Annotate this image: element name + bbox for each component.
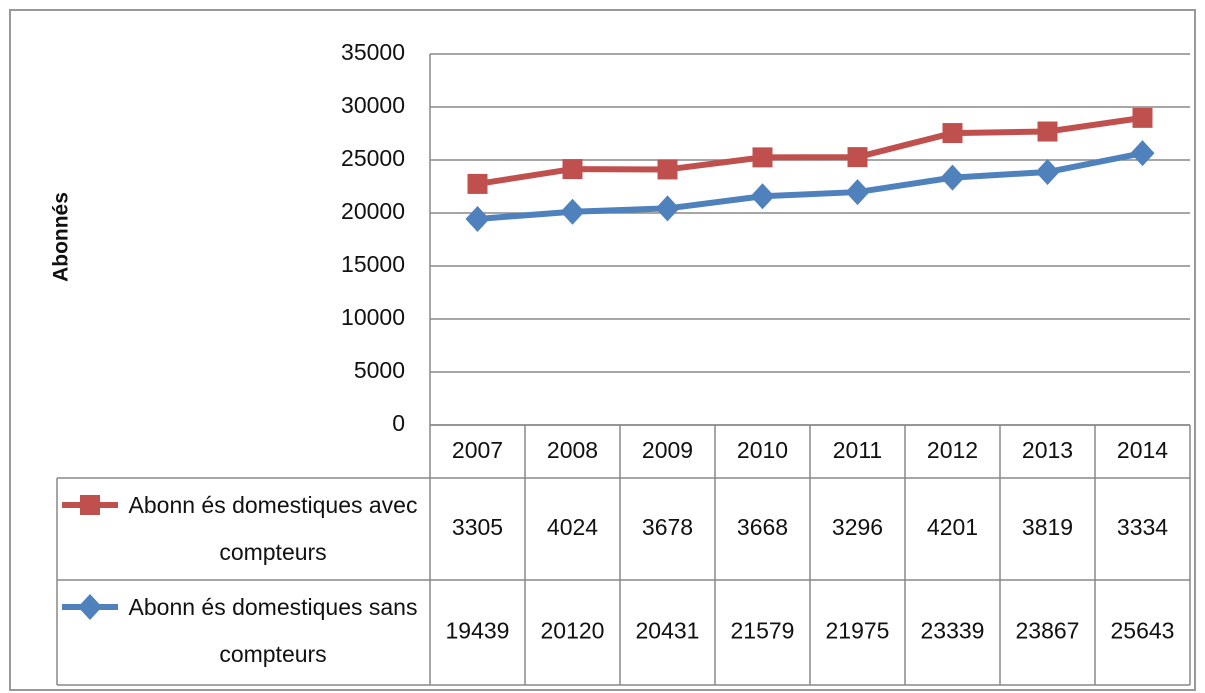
x-tick-label: 2012 xyxy=(927,437,978,463)
x-tick-label: 2013 xyxy=(1022,437,1073,463)
marker xyxy=(1132,107,1153,128)
marker xyxy=(78,594,102,620)
legend-label: Abonn és domestiques sans compteurs xyxy=(128,594,418,667)
x-tick-label: 2010 xyxy=(737,437,788,463)
y-tick-label: 35000 xyxy=(341,39,405,65)
marker xyxy=(940,164,965,191)
table-value: 3678 xyxy=(642,514,693,540)
x-tick-label: 2014 xyxy=(1117,437,1168,463)
marker xyxy=(467,173,488,194)
marker xyxy=(1130,140,1155,167)
y-tick-label: 15000 xyxy=(341,251,405,277)
y-tick-label: 0 xyxy=(392,410,405,436)
marker xyxy=(560,198,585,225)
marker xyxy=(655,195,680,222)
marker xyxy=(752,147,773,168)
table-value: 23867 xyxy=(1016,618,1080,644)
y-tick-label: 10000 xyxy=(341,304,405,330)
y-tick-label: 25000 xyxy=(341,145,405,171)
marker xyxy=(465,205,490,232)
table-value: 4024 xyxy=(547,514,598,540)
x-tick-label: 2011 xyxy=(833,437,882,463)
table-value: 20431 xyxy=(636,618,700,644)
marker xyxy=(657,159,678,180)
marker xyxy=(80,495,100,515)
table-value: 25643 xyxy=(1111,618,1175,644)
marker xyxy=(750,183,775,210)
table-value: 3334 xyxy=(1117,514,1168,540)
series-line xyxy=(477,150,1144,222)
series-line xyxy=(477,114,1143,187)
marker xyxy=(845,179,870,206)
table-value: 3305 xyxy=(452,514,503,540)
marker xyxy=(1037,121,1058,142)
table-value: 4201 xyxy=(927,514,978,540)
table-value: 3819 xyxy=(1022,514,1073,540)
x-tick-label: 2009 xyxy=(642,437,693,463)
legend-label: Abonn és domestiques avec compteurs xyxy=(128,492,418,565)
marker xyxy=(1035,159,1060,186)
x-tick-label: 2007 xyxy=(452,437,503,463)
table-value: 20120 xyxy=(541,618,605,644)
table-value: 21579 xyxy=(731,618,795,644)
y-axis-title: Abonnés xyxy=(50,192,73,282)
table-value: 21975 xyxy=(826,618,890,644)
table-value: 19439 xyxy=(446,618,510,644)
table-value: 3296 xyxy=(832,514,883,540)
y-tick-label: 20000 xyxy=(341,198,405,224)
x-tick-label: 2008 xyxy=(547,437,598,463)
marker xyxy=(562,159,583,180)
frame xyxy=(9,9,1196,691)
table-value: 23339 xyxy=(921,618,985,644)
marker xyxy=(942,123,963,144)
y-tick-label: 30000 xyxy=(341,92,405,118)
marker xyxy=(847,147,868,168)
y-tick-label: 5000 xyxy=(354,357,405,383)
table-value: 3668 xyxy=(737,514,788,540)
